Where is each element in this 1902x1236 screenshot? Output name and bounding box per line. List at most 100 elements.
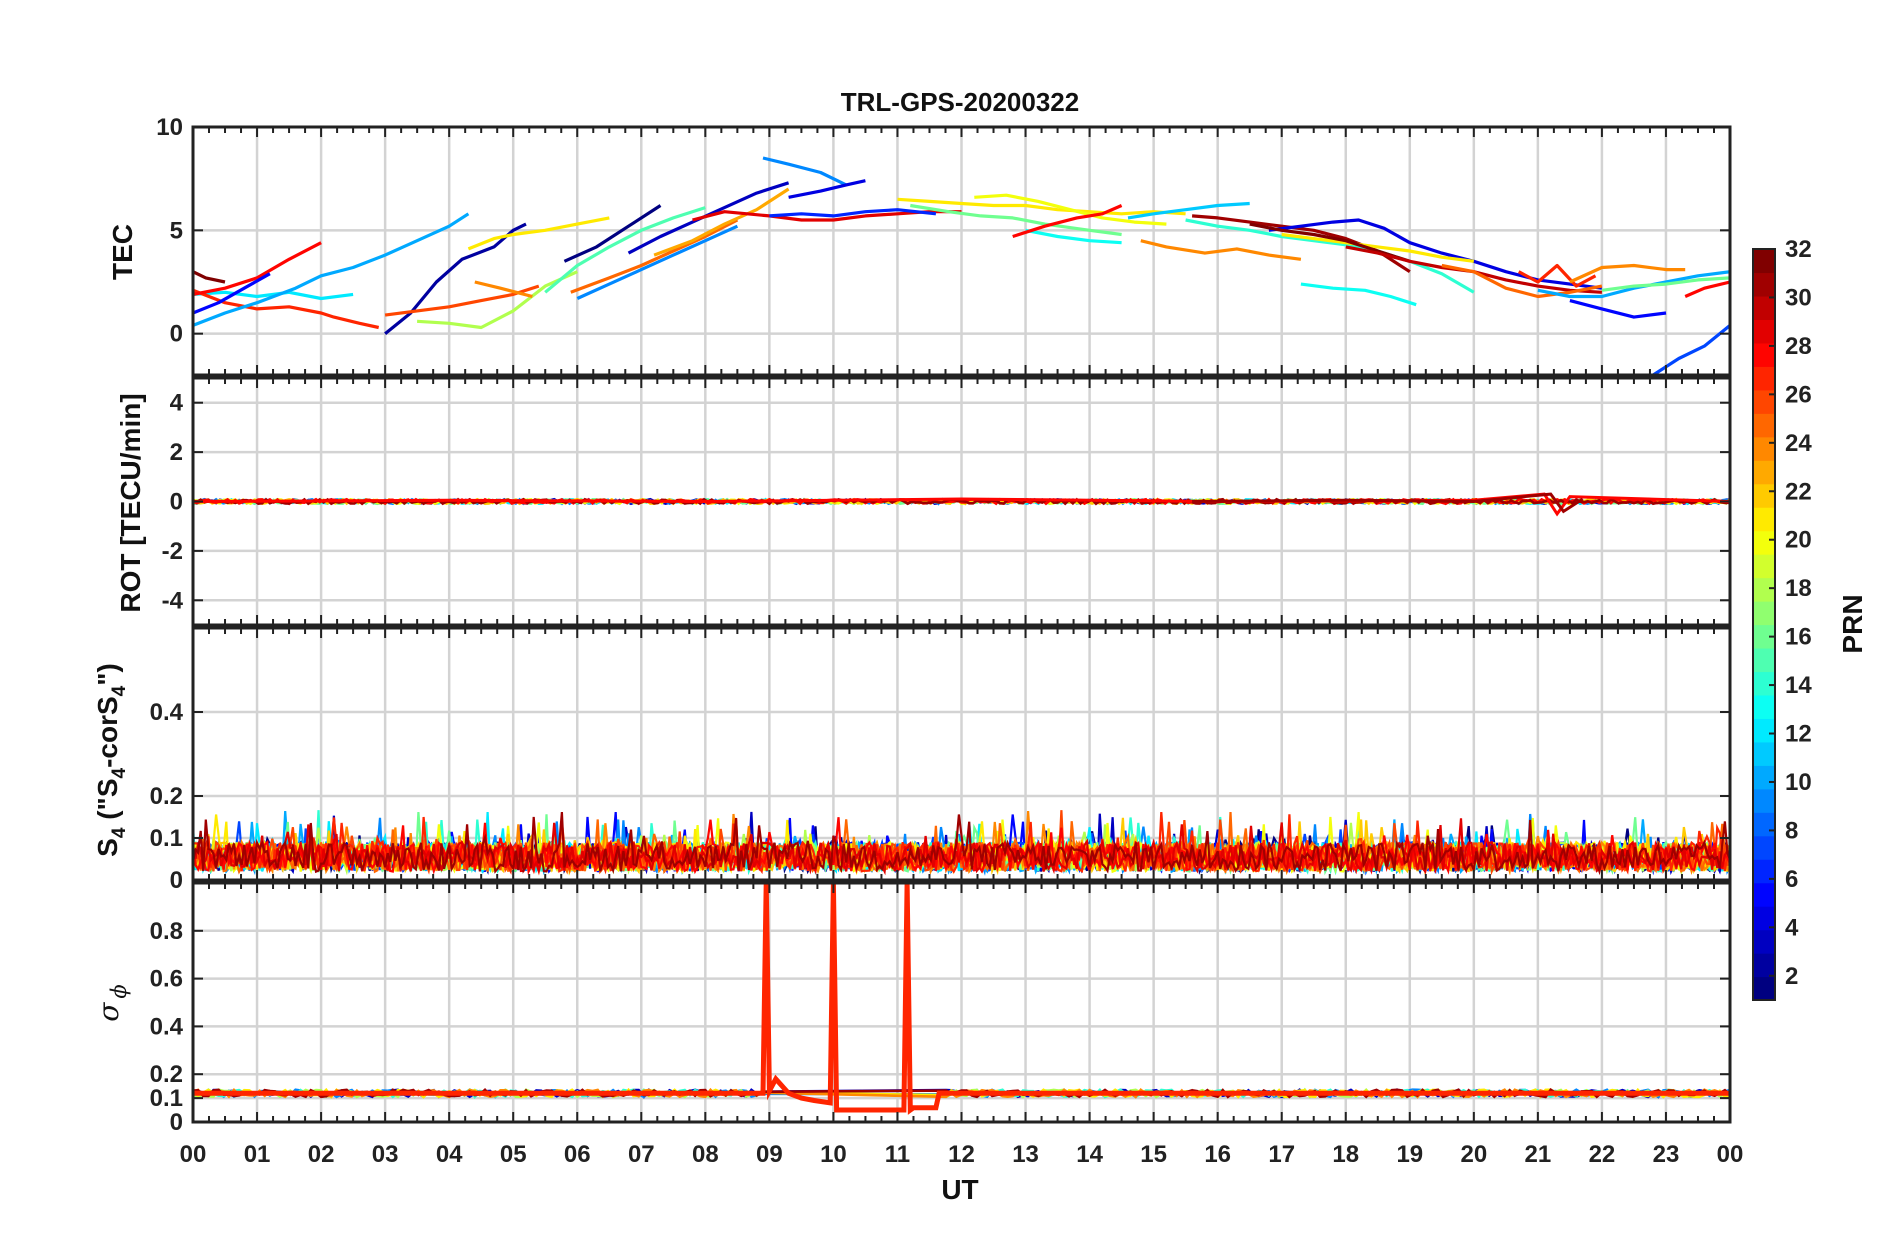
y-tick-label: -2 (162, 538, 183, 565)
colorbar-segment (1753, 835, 1775, 860)
series-line-prn-13 (1300, 282, 1417, 307)
x-tick-label: 11 (885, 1141, 910, 1168)
colorbar-segment (1753, 249, 1775, 274)
colorbar-segment (1753, 319, 1775, 344)
series-line-prn-25 (570, 218, 739, 294)
y-tick-label: 2 (170, 439, 183, 466)
x-tick-label: 01 (244, 1141, 271, 1168)
colorbar-segment (1753, 812, 1775, 837)
series-line-prn-20 (974, 193, 1167, 226)
series-line-prn-6 (769, 208, 937, 218)
series-line-prn-10 (1537, 270, 1730, 299)
x-tick-label: 14 (1076, 1141, 1103, 1168)
x-tick-label: 00 (1717, 1141, 1744, 1168)
colorbar-segment (1753, 483, 1775, 508)
series-line-prn-24 (1140, 239, 1302, 261)
y-tick-label: 0.8 (150, 918, 183, 945)
series-line-prn-3 (627, 181, 790, 255)
series-line-prn-28 (193, 241, 322, 296)
series-line-prn-4 (1268, 218, 1603, 290)
y-tick-label: 0.4 (150, 699, 184, 726)
colorbar-segment (1753, 389, 1775, 414)
colorbar-tick-label: 2 (1785, 963, 1798, 990)
colorbar-tick-label: 14 (1785, 672, 1812, 699)
x-tick-label: 17 (1268, 1141, 1295, 1168)
series-line-prn-13 (1025, 228, 1122, 245)
x-tick-label: 09 (756, 1141, 783, 1168)
series-line-prn-5 (1569, 299, 1667, 319)
series-line-prn-16 (910, 203, 1122, 237)
chart-title: TRL-GPS-20200322 (841, 87, 1079, 117)
series-line-prn-21 (897, 197, 1186, 216)
y-tick-label: 0.4 (150, 1013, 184, 1040)
x-axis: 00 01 02 03 04 05 06 07 08 09 10 11 12 13 14 15 16 17 18 19… (180, 1141, 1744, 1168)
colorbar-tick-label: 12 (1785, 721, 1812, 748)
colorbar-segment (1753, 788, 1775, 813)
x-tick-label: 08 (692, 1141, 719, 1168)
series-line-prn-24 (1569, 263, 1686, 284)
colorbar-segment (1753, 507, 1775, 532)
x-tick-label: 20 (1460, 1141, 1487, 1168)
colorbar-segment (1753, 694, 1775, 719)
series-line-prn-5 (193, 272, 271, 315)
y-tick-label: 0.6 (150, 966, 183, 993)
series-line-prn-10 (193, 212, 470, 327)
series-line-prn-31 (1192, 492, 1584, 514)
colorbar-tick-label: 26 (1785, 381, 1812, 408)
series-line-prn-1 (563, 204, 662, 263)
series-line-prn-14 (1185, 218, 1475, 294)
colorbar-segment (1753, 624, 1775, 649)
colorbar-segment (1753, 577, 1775, 602)
series-line-prn-31 (193, 812, 1730, 876)
series-line-prn-31 (1191, 214, 1411, 274)
colorbar-segment (1753, 953, 1775, 978)
y-tick-label: 0.2 (150, 1061, 183, 1088)
y-tick-label: 0 (170, 867, 183, 894)
colorbar-tick-label: 30 (1785, 284, 1812, 311)
colorbar-segment (1753, 413, 1775, 438)
x-tick-label: 02 (308, 1141, 335, 1168)
y-label-tec: TEC (107, 224, 138, 280)
colorbar-segment (1753, 342, 1775, 367)
series-line-prn-11 (1127, 201, 1250, 220)
y-tick-label: 0.2 (150, 783, 183, 810)
y-label-s4: S4 ("S4-corS4") (92, 663, 130, 857)
y-tick-label: -4 (162, 587, 184, 614)
colorbar-tick-label: 18 (1785, 575, 1812, 602)
series-line-prn-32 (1249, 222, 1411, 263)
colorbar-segment (1753, 554, 1775, 579)
y-tick-label: 0 (170, 1109, 183, 1136)
colorbar-tick-label: 28 (1785, 333, 1812, 360)
colorbar-tick-label: 6 (1785, 866, 1798, 893)
series-line-prn-16 (1601, 276, 1730, 292)
colorbar-segment (1753, 929, 1775, 954)
colorbar-segment (1753, 859, 1775, 884)
y-tick-label: 0.1 (150, 825, 183, 852)
colorbar-segment (1753, 882, 1775, 907)
colorbar-segment (1753, 765, 1775, 790)
colorbar-tick-label: 16 (1785, 624, 1812, 651)
panel-sigma-phi: 00.10.2 0.4 0.6 0.8 (150, 881, 1732, 1136)
series-line-prn-32 (193, 270, 226, 284)
x-tick-label: 21 (1525, 1141, 1552, 1168)
colorbar-label: PRN (1837, 594, 1868, 653)
x-tick-label: 15 (1140, 1141, 1167, 1168)
series-line-prn-21 (1281, 232, 1475, 263)
colorbar-segment (1753, 718, 1775, 743)
x-tick-label: 22 (1589, 1141, 1616, 1168)
colorbar-segment (1753, 976, 1775, 1001)
x-tick-label: 23 (1653, 1141, 1680, 1168)
colorbar-segment (1753, 741, 1775, 766)
series-line-prn-27 (1517, 263, 1597, 288)
x-tick-label: 05 (500, 1141, 527, 1168)
series-line-prn-18 (417, 270, 578, 330)
series-line-prn-25 (1441, 263, 1603, 299)
colorbar-tick-label: 4 (1785, 914, 1799, 941)
colorbar-tick-label: 24 (1785, 430, 1812, 457)
series-line-prn-27 (193, 883, 1730, 1115)
series-line-prn-12 (193, 290, 354, 301)
series-line-prn-24 (474, 280, 533, 299)
y-tick-label: 0.1 (150, 1085, 183, 1112)
